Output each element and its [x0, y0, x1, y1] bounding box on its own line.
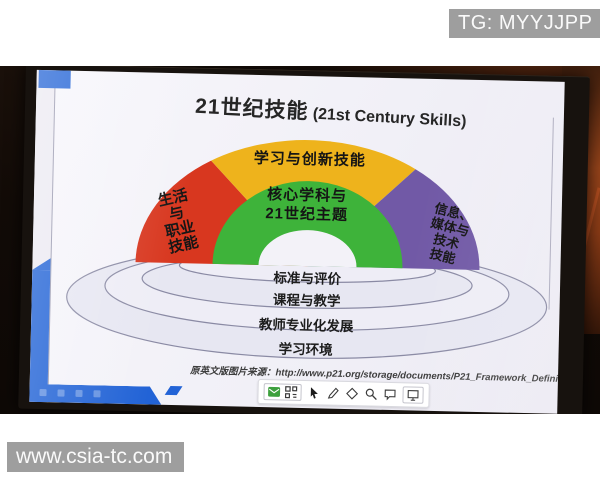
- comment-icon[interactable]: [383, 388, 396, 401]
- diamond-icon[interactable]: [345, 387, 359, 400]
- envelope-icon[interactable]: [267, 385, 281, 398]
- toolbar-left-group: [263, 383, 302, 401]
- toolbar-right-group: [402, 386, 424, 404]
- room-photo: 21世纪技能 (21st Century Skills): [0, 66, 600, 414]
- qr-grid-icon[interactable]: [284, 386, 298, 399]
- annotation-toolbar: [257, 378, 430, 408]
- pen-icon[interactable]: [326, 387, 339, 400]
- slide-screen: 21世纪技能 (21st Century Skills): [29, 69, 565, 414]
- tv-bezel: 21世纪技能 (21st Century Skills): [18, 66, 590, 414]
- monitor-icon[interactable]: [406, 388, 419, 401]
- magnifier-icon[interactable]: [364, 387, 377, 401]
- label-core-subjects: 核心学科与 21世纪主题: [265, 186, 349, 224]
- telegram-watermark: TG: MYYJJPP: [449, 9, 600, 38]
- cursor-icon[interactable]: [307, 386, 320, 399]
- website-watermark: www.csia-tc.com: [7, 442, 184, 472]
- arch-center-hole: [258, 230, 357, 268]
- p21-framework-diagram: [66, 140, 548, 359]
- segment-core-subjects: [212, 181, 403, 269]
